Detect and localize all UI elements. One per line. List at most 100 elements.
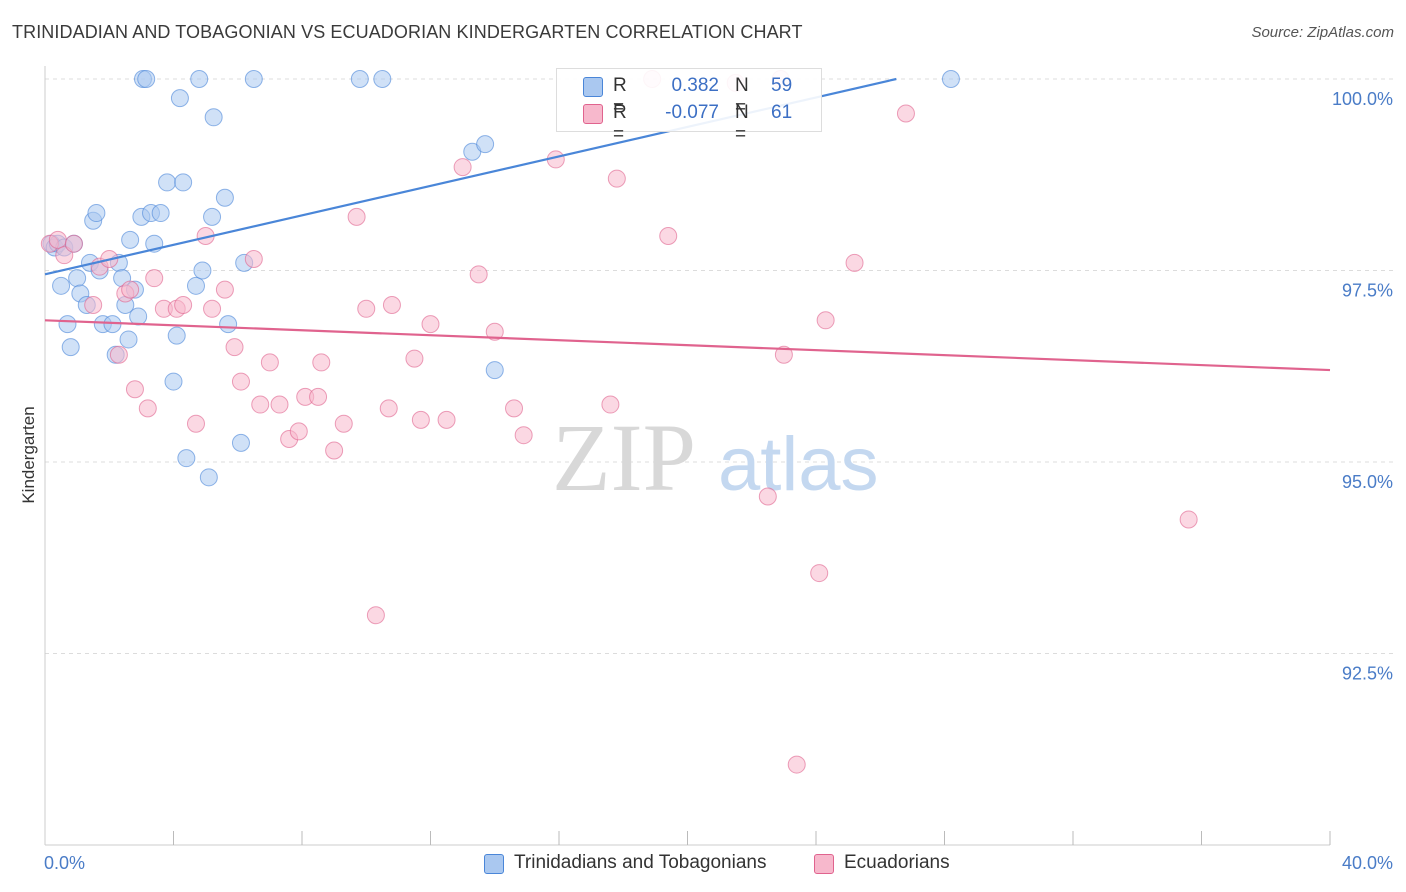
trinidadian-point — [219, 315, 238, 334]
ecuadorian-point — [270, 395, 289, 414]
trinidadian-point — [941, 70, 960, 88]
legend-swatch-blue — [583, 77, 603, 97]
trinidadian-point — [164, 372, 183, 391]
ecuadorian-point — [505, 399, 524, 418]
ecuadorian-point — [896, 104, 915, 123]
ecuadorian-trend-line — [44, 319, 1331, 372]
bottom-legend-label: Ecuadorians — [844, 852, 950, 873]
ecuadorian-point — [382, 295, 401, 314]
ecuadorian-point — [1179, 510, 1198, 529]
tick-labels: 92.5% 95.0% 97.5% 100.0% 0.0% 40.0% — [44, 89, 1393, 873]
trinidadian-point — [170, 89, 189, 108]
legend-n-value: 59 — [771, 75, 793, 96]
axes — [44, 66, 1331, 846]
trinidadian-point — [190, 70, 209, 88]
trinidadian-point — [231, 433, 250, 452]
correlation-legend: R = 0.382 N = 59 R = -0.077 N = 61 — [556, 68, 822, 145]
ecuadorian-point — [405, 349, 424, 368]
bottom-legend-swatch-pink — [814, 854, 834, 874]
trinidadian-point — [167, 326, 186, 345]
trinidadian-point — [244, 70, 263, 88]
ecuadorian-point — [145, 269, 164, 288]
trinidadian-point — [174, 173, 193, 192]
ecuadorian-point — [787, 755, 806, 774]
watermark: ZIP atlas — [552, 404, 879, 511]
ecuadorian-point — [55, 246, 74, 265]
legend-r-value: -0.077 — [665, 102, 719, 123]
ecuadorian-point — [260, 353, 279, 372]
legend-r-label: R = — [613, 102, 627, 145]
trinidadian-point — [119, 330, 138, 349]
ecuadorian-point — [325, 441, 344, 460]
x-tick-label-max: 40.0% — [1342, 853, 1393, 873]
ecuadorian-point — [64, 234, 83, 253]
trinidadian-point — [137, 70, 156, 88]
trinidadian-point — [485, 361, 504, 380]
trinidadian-point — [61, 338, 80, 357]
trinidadian-point — [52, 276, 71, 295]
y-tick-label: 97.5% — [1342, 281, 1393, 301]
trinidadian-point — [158, 173, 177, 192]
ecuadorian-point — [601, 395, 620, 414]
trinidadian-point — [186, 276, 205, 295]
legend-r-value: 0.382 — [671, 75, 719, 96]
ecuadorian-point — [485, 322, 504, 341]
trinidadian-point — [193, 261, 212, 280]
y-tick-label: 95.0% — [1342, 472, 1393, 492]
ecuadorian-point — [845, 253, 864, 272]
y-axis-label: Kindergarten — [19, 406, 38, 503]
ecuadorian-point — [453, 158, 472, 177]
trinidadian-point — [121, 230, 140, 249]
ecuadorian-point — [379, 399, 398, 418]
ecuadorian-point — [174, 295, 193, 314]
ecuadorian-point — [758, 487, 777, 506]
ecuadorian-point — [357, 299, 376, 318]
legend-n-label: N = — [735, 75, 749, 118]
trinidadian-point — [129, 307, 148, 326]
trinidadian-point — [87, 204, 106, 223]
ecuadorian-point — [231, 372, 250, 391]
data-points — [40, 70, 1198, 774]
ecuadorian-point — [109, 345, 128, 364]
ecuadorian-point — [203, 299, 222, 318]
y-tick-label: 100.0% — [1332, 89, 1393, 109]
legend-n-value: 61 — [771, 102, 793, 123]
trinidadian-point — [203, 207, 222, 226]
ecuadorian-point — [774, 345, 793, 364]
ecuadorian-point — [138, 399, 157, 418]
trinidadian-point — [350, 70, 369, 88]
chart-title: TRINIDADIAN AND TOBAGONIAN VS ECUADORIAN… — [12, 22, 803, 42]
ecuadorian-point — [225, 338, 244, 357]
ecuadorian-point — [215, 280, 234, 299]
trinidadian-point — [151, 204, 170, 223]
ecuadorian-point — [186, 414, 205, 433]
x-tick-label-min: 0.0% — [44, 853, 85, 873]
ecuadorian-point — [347, 207, 366, 226]
ecuadorian-point — [810, 564, 829, 583]
y-tick-label: 92.5% — [1342, 664, 1393, 684]
legend-r-label: R = — [613, 75, 627, 118]
gridlines — [45, 78, 1395, 654]
ecuadorian-point — [289, 422, 308, 441]
bottom-legend-swatch-blue — [484, 854, 504, 874]
ecuadorian-point — [421, 315, 440, 334]
watermark-atlas: atlas — [718, 422, 879, 507]
watermark-zip: ZIP — [552, 404, 696, 511]
ecuadorian-point — [251, 395, 270, 414]
legend-swatch-pink — [583, 104, 603, 124]
ecuadorian-point — [607, 169, 626, 188]
ecuadorian-point — [48, 230, 67, 249]
source-label: Source: ZipAtlas.com — [1251, 24, 1394, 41]
ecuadorian-point — [816, 311, 835, 330]
trinidadian-point — [199, 468, 218, 487]
bottom-legend-label: Trinidadians and Tobagonians — [514, 852, 767, 873]
ecuadorian-point — [312, 353, 331, 372]
ecuadorian-point — [125, 380, 144, 399]
ecuadorian-point — [244, 250, 263, 269]
ecuadorian-point — [469, 265, 488, 284]
legend-n-label: N = — [735, 102, 749, 145]
trinidadian-point — [215, 188, 234, 207]
ecuadorian-point — [309, 387, 328, 406]
trinidadian-point — [58, 315, 77, 334]
